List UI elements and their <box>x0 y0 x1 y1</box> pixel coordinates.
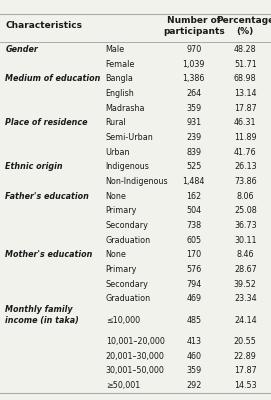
Text: Rural: Rural <box>106 118 127 127</box>
Text: Medium of education: Medium of education <box>5 74 101 83</box>
Text: ≤10,000: ≤10,000 <box>106 316 140 325</box>
Text: 25.08: 25.08 <box>234 206 257 215</box>
Text: Non-Indigenous: Non-Indigenous <box>106 177 168 186</box>
Text: Primary: Primary <box>106 265 137 274</box>
Text: 469: 469 <box>186 294 201 303</box>
Text: 51.71: 51.71 <box>234 60 257 68</box>
Text: 794: 794 <box>186 280 201 289</box>
Text: 8.46: 8.46 <box>237 250 254 259</box>
Text: 20.55: 20.55 <box>234 337 257 346</box>
Text: Place of residence: Place of residence <box>5 118 88 127</box>
Text: 8.06: 8.06 <box>237 192 254 201</box>
Text: 26.13: 26.13 <box>234 162 257 171</box>
Text: Mother's education: Mother's education <box>5 250 93 259</box>
Text: 162: 162 <box>186 192 201 201</box>
Text: 359: 359 <box>186 366 201 375</box>
Text: 1,484: 1,484 <box>183 177 205 186</box>
Text: 359: 359 <box>186 104 201 112</box>
Text: 24.14: 24.14 <box>234 316 257 325</box>
Text: 17.87: 17.87 <box>234 104 257 112</box>
Text: 839: 839 <box>186 148 201 156</box>
Text: 931: 931 <box>186 118 201 127</box>
Text: Male: Male <box>106 45 125 54</box>
Text: 41.76: 41.76 <box>234 148 257 156</box>
Text: Characteristics: Characteristics <box>5 22 82 30</box>
Text: Father's education: Father's education <box>5 192 89 201</box>
Text: 23.34: 23.34 <box>234 294 257 303</box>
Text: 48.28: 48.28 <box>234 45 257 54</box>
Text: 68.98: 68.98 <box>234 74 257 83</box>
Text: 170: 170 <box>186 250 201 259</box>
Text: 292: 292 <box>186 381 201 390</box>
Text: Graduation: Graduation <box>106 236 151 245</box>
Text: Madrasha: Madrasha <box>106 104 145 112</box>
Text: 504: 504 <box>186 206 201 215</box>
Text: Secondary: Secondary <box>106 280 149 289</box>
Text: Bangla: Bangla <box>106 74 134 83</box>
Text: Ethnic origin: Ethnic origin <box>5 162 63 171</box>
Text: English: English <box>106 89 134 98</box>
Text: 28.67: 28.67 <box>234 265 257 274</box>
Text: 11.89: 11.89 <box>234 133 257 142</box>
Text: 30,001–50,000: 30,001–50,000 <box>106 366 164 375</box>
Text: 17.87: 17.87 <box>234 366 257 375</box>
Text: 36.73: 36.73 <box>234 221 257 230</box>
Text: 605: 605 <box>186 236 201 245</box>
Text: 460: 460 <box>186 352 201 361</box>
Text: Monthly family
income (in taka): Monthly family income (in taka) <box>5 305 79 325</box>
Text: 738: 738 <box>186 221 201 230</box>
Text: 485: 485 <box>186 316 201 325</box>
Text: Urban: Urban <box>106 148 130 156</box>
Text: 264: 264 <box>186 89 201 98</box>
Text: 1,039: 1,039 <box>182 60 205 68</box>
Text: 10,001–20,000: 10,001–20,000 <box>106 337 164 346</box>
Text: 413: 413 <box>186 337 201 346</box>
Text: ≥50,001: ≥50,001 <box>106 381 140 390</box>
Text: Semi-Urban: Semi-Urban <box>106 133 153 142</box>
Text: 46.31: 46.31 <box>234 118 257 127</box>
Text: Secondary: Secondary <box>106 221 149 230</box>
Text: 970: 970 <box>186 45 201 54</box>
Text: None: None <box>106 250 127 259</box>
Text: 525: 525 <box>186 162 201 171</box>
Text: Gender: Gender <box>5 45 38 54</box>
Text: None: None <box>106 192 127 201</box>
Text: Female: Female <box>106 60 135 68</box>
Text: Number of
participants: Number of participants <box>163 16 225 36</box>
Text: 22.89: 22.89 <box>234 352 257 361</box>
Text: Percentage
(%): Percentage (%) <box>216 16 271 36</box>
Text: 73.86: 73.86 <box>234 177 257 186</box>
Text: Graduation: Graduation <box>106 294 151 303</box>
Text: 14.53: 14.53 <box>234 381 257 390</box>
Text: 239: 239 <box>186 133 201 142</box>
Text: 13.14: 13.14 <box>234 89 257 98</box>
Text: 30.11: 30.11 <box>234 236 257 245</box>
Text: Primary: Primary <box>106 206 137 215</box>
Text: 576: 576 <box>186 265 201 274</box>
Text: 1,386: 1,386 <box>183 74 205 83</box>
Text: 39.52: 39.52 <box>234 280 257 289</box>
Text: 20,001–30,000: 20,001–30,000 <box>106 352 164 361</box>
Text: Indigenous: Indigenous <box>106 162 150 171</box>
